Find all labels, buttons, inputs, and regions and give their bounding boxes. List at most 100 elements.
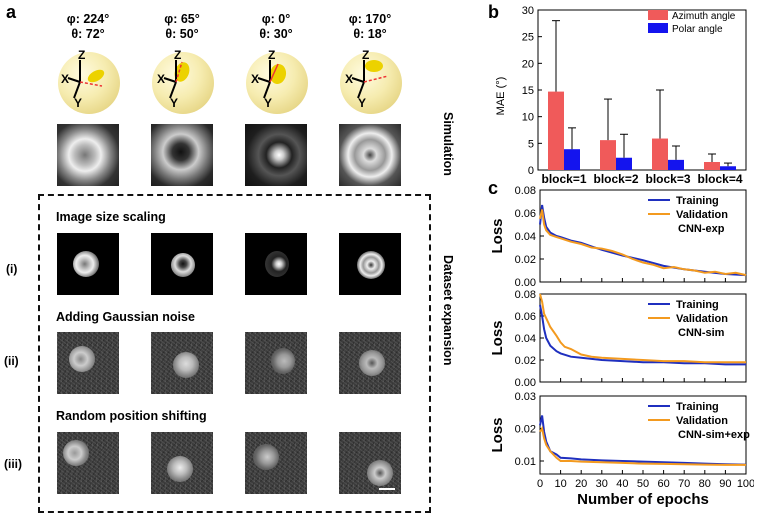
y-tick-label: 0.06 [515, 311, 536, 323]
series-line-training [539, 304, 746, 366]
particle-blob [171, 253, 195, 277]
scaled-image-3 [245, 233, 307, 295]
axis-z-label: Z [362, 48, 370, 62]
bar-azimuth [548, 91, 564, 170]
orientation-label-2: φ: 65° θ: 50° [142, 12, 222, 42]
noisy-image-4 [339, 332, 401, 394]
dataset-expansion-box [38, 194, 431, 513]
legend-swatch-polar [648, 23, 668, 33]
category-label: block=2 [593, 172, 638, 186]
subplot-title: CNN-sim [678, 327, 725, 339]
particle-blob [253, 444, 279, 470]
legend-label: Training [676, 401, 719, 413]
panel-letter-a: a [6, 2, 17, 22]
step-scaling-label: Image size scaling [56, 210, 166, 224]
series-line-validation [539, 293, 746, 364]
mae-bar-chart: 0 5 10 15 20 25 30 block=1 block=2 block=3 block=4… [495, 5, 747, 186]
legend-label-polar: Polar angle [672, 24, 723, 35]
axis-triad-icon [257, 60, 287, 99]
x-tick-label: 40 [616, 478, 628, 490]
y-tick-label: 0.00 [515, 377, 536, 389]
bar-azimuth [704, 162, 720, 170]
mae-legend: Azimuth angle Polar angle [648, 10, 736, 35]
axis-x-label: X [157, 72, 166, 86]
axis-x-label: X [61, 72, 70, 86]
x-tick-label: 60 [657, 478, 669, 490]
axis-y-label: Y [264, 96, 273, 110]
series-line-validation [539, 209, 747, 277]
panel-letter-c: c [488, 178, 499, 198]
subplot-title: CNN-sim+exp [678, 429, 750, 441]
bar-polar [616, 157, 632, 170]
scaled-image-4 [339, 233, 401, 295]
shifted-image-1 [57, 432, 119, 494]
loss-subplot-3: 0.01 0.02 0.03 Loss Training Validation CNN-si… [489, 391, 754, 508]
category-label: block=3 [645, 172, 690, 186]
particle-blob [167, 456, 193, 482]
axis-triad-icon [351, 60, 389, 99]
row-label-iii: (iii) [4, 457, 22, 471]
scale-bar [379, 488, 395, 490]
orientation-sphere-4: Z X Y [340, 48, 402, 114]
bar-polar [668, 159, 684, 170]
shifted-image-2 [151, 432, 213, 494]
y-tick-label: 5 [528, 138, 534, 150]
step-shift-label: Random position shifting [56, 409, 207, 423]
simulation-label: Simulation [441, 112, 455, 176]
loss-curves-chart: 0.00 0.02 0.04 0.06 0.08 Loss Training Validati… [489, 186, 754, 508]
loss-axis-label: Loss [489, 320, 506, 355]
x-tick-label: 90 [719, 478, 731, 490]
bar-azimuth [652, 138, 668, 170]
x-tick-label: 100 [737, 478, 754, 490]
x-tick-label: 70 [678, 478, 690, 490]
bar-azimuth [600, 140, 616, 170]
simulation-image-1 [57, 124, 119, 186]
shifted-image-3 [245, 432, 307, 494]
particle-blob [271, 348, 295, 374]
y-tick-label: 10 [522, 112, 534, 124]
shifted-image-4 [339, 432, 401, 494]
noisy-image-2 [151, 332, 213, 394]
category-label: block=4 [697, 172, 742, 186]
orientation-label-1: φ: 224° θ: 72° [48, 12, 128, 42]
y-tick-label: 0.06 [515, 208, 536, 220]
panel-letter-b: b [488, 2, 499, 22]
legend-label: Validation [676, 415, 728, 427]
axis-z-label: Z [174, 48, 182, 62]
y-tick-label: 0.01 [515, 456, 536, 468]
loss-axis-label: Loss [489, 218, 506, 253]
x-tick-label: 20 [575, 478, 587, 490]
noisy-image-1 [57, 332, 119, 394]
scaled-image-2 [151, 233, 213, 295]
theta-value: θ: 50° [165, 27, 199, 41]
axis-x-label: X [251, 72, 260, 86]
orientation-label-3: φ: 0° θ: 30° [236, 12, 316, 42]
particle-blob [265, 251, 289, 277]
simulation-image-3 [245, 124, 307, 186]
scaled-image-1 [57, 233, 119, 295]
legend-label: Validation [676, 313, 728, 325]
phi-value: φ: 224° [66, 12, 110, 26]
y-tick-label: 0.04 [515, 231, 536, 243]
particle-blob [357, 251, 385, 279]
phi-value: φ: 0° [261, 12, 291, 26]
bar-polar [564, 149, 580, 170]
y-tick-label: 0.03 [515, 391, 536, 403]
particle-blob [359, 350, 385, 376]
y-tick-label: 0.08 [515, 186, 536, 197]
legend-label: Validation [676, 209, 728, 221]
dataset-expansion-label: Dataset expansion [441, 255, 455, 366]
x-tick-label: 80 [699, 478, 711, 490]
noisy-image-3 [245, 332, 307, 394]
y-tick-label: 0 [528, 165, 534, 177]
theta-value: θ: 18° [353, 27, 387, 41]
particle-blob [69, 346, 95, 372]
step-noise-label: Adding Gaussian noise [56, 310, 195, 324]
loss-subplot-1: 0.00 0.02 0.04 0.06 0.08 Loss Training Validati… [489, 186, 747, 289]
loss-axis-label: Loss [489, 417, 506, 452]
axis-triad-icon [163, 60, 190, 99]
category-label: block=1 [541, 172, 586, 186]
axis-y-label: Y [358, 96, 367, 110]
legend-label-azimuth: Azimuth angle [672, 11, 736, 22]
y-tick-label: 20 [522, 58, 534, 70]
